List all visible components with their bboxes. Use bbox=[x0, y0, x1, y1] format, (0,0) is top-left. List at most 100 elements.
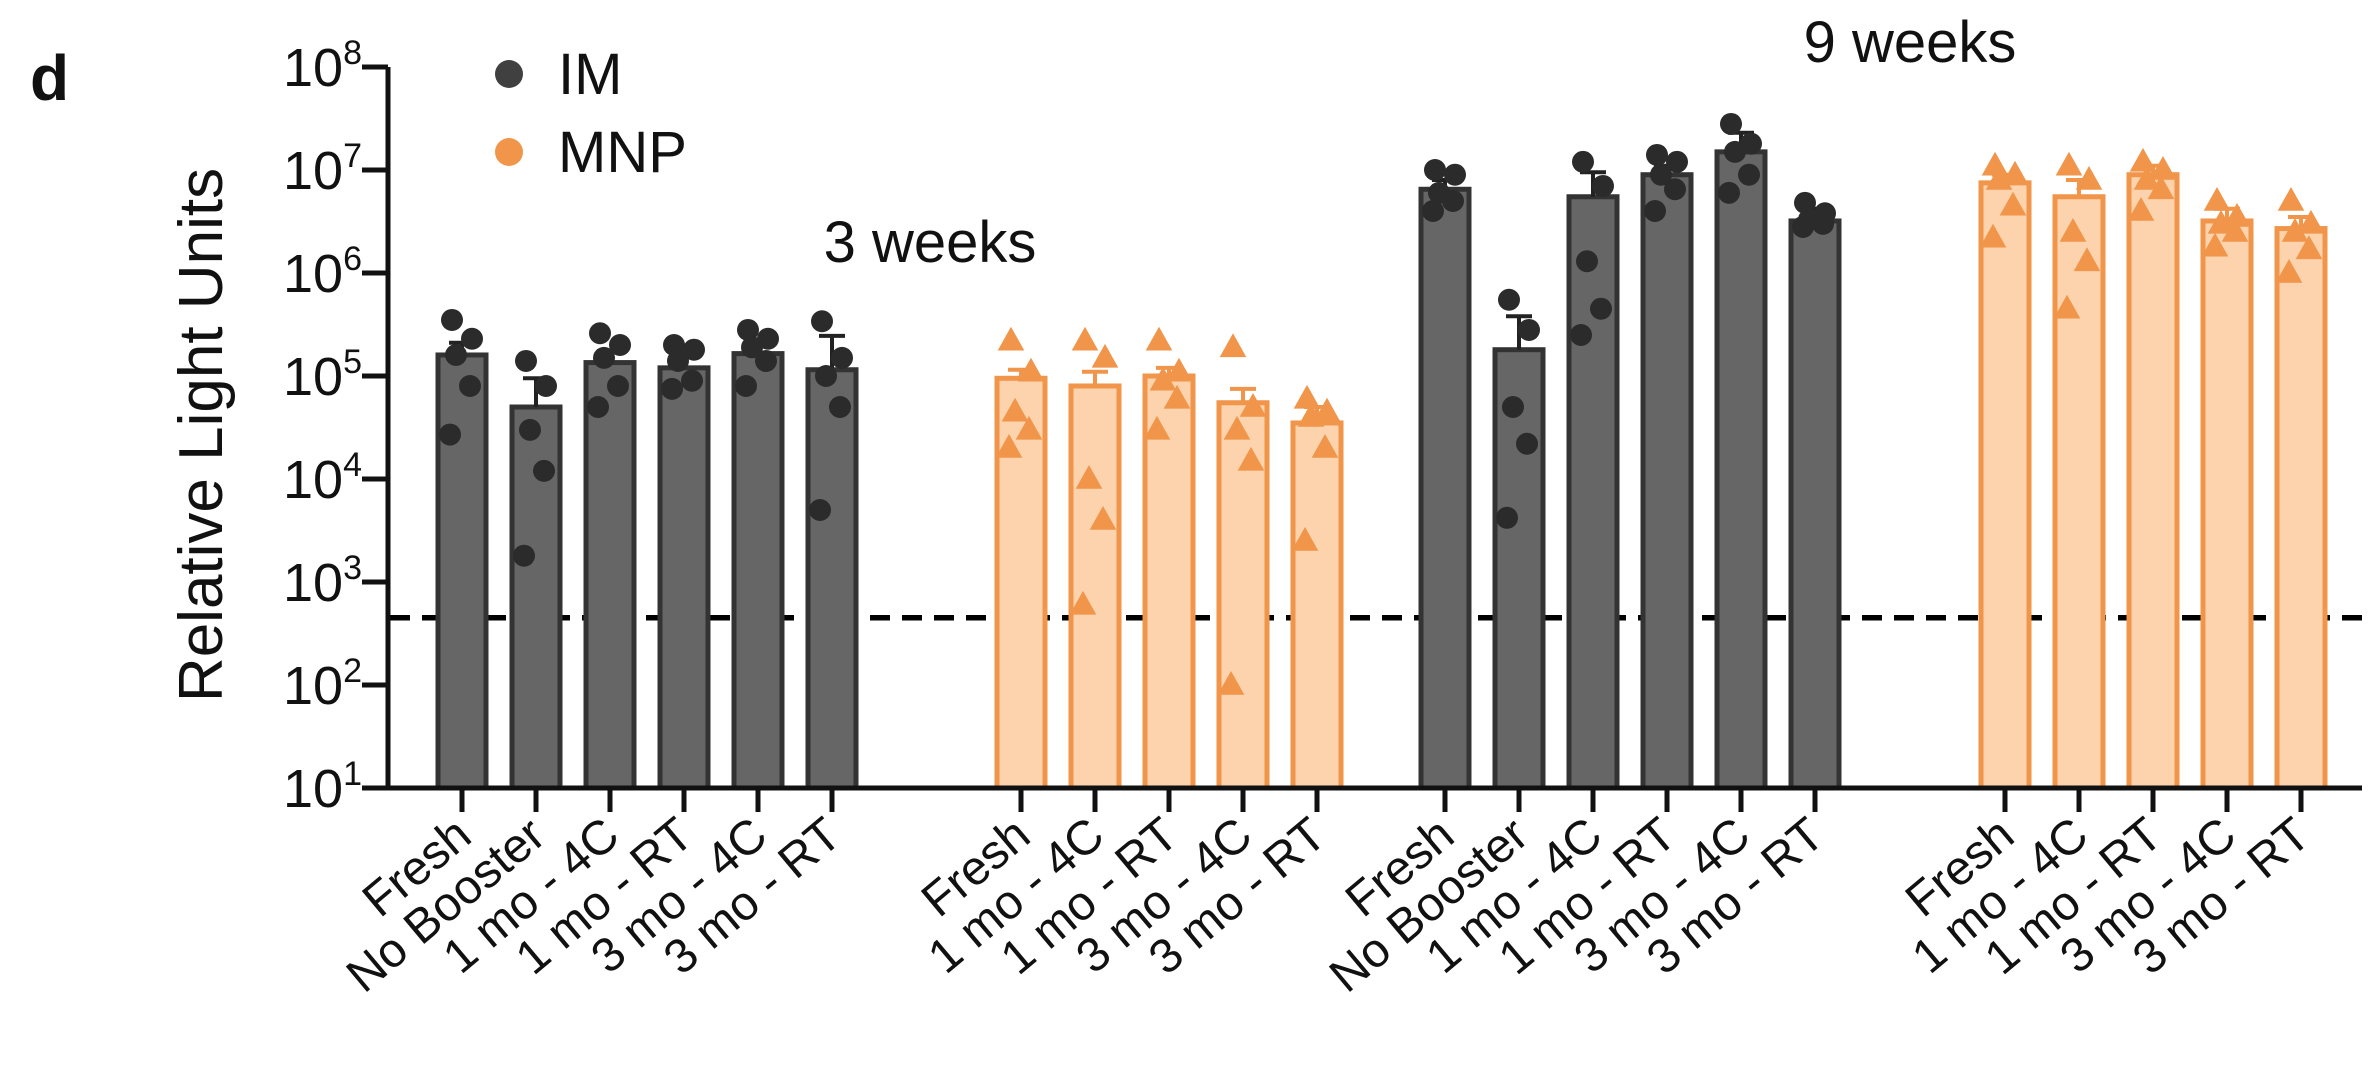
data-point bbox=[519, 418, 541, 441]
data-point bbox=[2223, 202, 2251, 227]
data-point bbox=[2297, 209, 2325, 234]
bar bbox=[2126, 172, 2180, 791]
data-point bbox=[1444, 163, 1466, 186]
y-tick-exponent: 4 bbox=[343, 446, 362, 484]
data-point bbox=[997, 326, 1025, 351]
data-point bbox=[1069, 590, 1097, 615]
y-axis-title: Relative Light Units bbox=[167, 168, 236, 702]
data-point bbox=[2221, 218, 2249, 242]
data-point bbox=[535, 374, 557, 397]
data-point bbox=[1644, 199, 1666, 222]
data-point bbox=[1217, 671, 1245, 695]
bar bbox=[1566, 194, 1620, 791]
data-point bbox=[1145, 326, 1173, 351]
legend-marker-mnp bbox=[495, 138, 523, 166]
legend-label-mnp: MNP bbox=[558, 120, 687, 185]
data-point bbox=[2073, 247, 2101, 272]
y-tick-label: 108 bbox=[283, 34, 362, 98]
points-layer bbox=[439, 112, 2325, 695]
data-point bbox=[1422, 199, 1444, 222]
data-point bbox=[1718, 181, 1740, 204]
data-point bbox=[461, 327, 483, 350]
data-point bbox=[2295, 235, 2323, 260]
y-tick-base: 10 bbox=[283, 141, 343, 201]
data-point bbox=[515, 349, 537, 372]
data-point bbox=[995, 433, 1023, 458]
data-point bbox=[2127, 196, 2155, 221]
data-point bbox=[1502, 396, 1524, 419]
data-point bbox=[1664, 178, 1686, 201]
bar bbox=[1418, 186, 1472, 791]
data-point bbox=[683, 338, 705, 361]
data-point bbox=[1091, 343, 1119, 368]
y-tick-base: 10 bbox=[283, 656, 343, 716]
group-label-3-weeks: 3 weeks bbox=[824, 210, 1037, 275]
y-tick-base: 10 bbox=[283, 244, 343, 304]
data-point bbox=[815, 365, 837, 387]
data-point bbox=[811, 310, 833, 333]
data-point bbox=[1720, 112, 1742, 135]
data-point bbox=[607, 374, 629, 397]
bar bbox=[2274, 226, 2328, 791]
data-point bbox=[2275, 259, 2303, 283]
bar bbox=[805, 367, 859, 791]
data-point bbox=[2281, 218, 2309, 242]
data-point bbox=[441, 308, 463, 331]
data-point bbox=[459, 374, 481, 397]
y-tick-label: 102 bbox=[283, 652, 362, 716]
data-point bbox=[2001, 160, 2029, 185]
bar bbox=[435, 352, 489, 791]
panel-label: d bbox=[30, 42, 69, 114]
y-tick-label: 105 bbox=[283, 343, 362, 407]
data-point bbox=[1576, 250, 1598, 273]
y-tick-exponent: 7 bbox=[343, 137, 362, 175]
data-point bbox=[667, 349, 689, 372]
y-tick-exponent: 6 bbox=[343, 240, 362, 278]
bar bbox=[1290, 420, 1344, 791]
y-tick-exponent: 3 bbox=[343, 549, 362, 587]
data-point bbox=[2203, 187, 2231, 211]
legend-label-im: IM bbox=[558, 42, 622, 107]
data-point bbox=[2059, 218, 2087, 242]
bar bbox=[994, 375, 1048, 791]
data-point bbox=[2129, 147, 2157, 172]
data-point bbox=[681, 369, 703, 392]
data-point bbox=[1089, 505, 1117, 530]
y-tick-base: 10 bbox=[283, 38, 343, 98]
data-point bbox=[1293, 384, 1321, 409]
data-point bbox=[1143, 415, 1171, 440]
bar bbox=[1714, 149, 1768, 791]
data-point bbox=[1496, 506, 1518, 529]
data-point bbox=[589, 322, 611, 345]
data-point bbox=[1666, 150, 1688, 173]
data-point bbox=[1498, 288, 1520, 311]
axes-layer bbox=[385, 67, 2362, 791]
data-point bbox=[1981, 151, 2009, 176]
data-point bbox=[1149, 366, 1177, 391]
data-point bbox=[1311, 433, 1339, 458]
data-point bbox=[1794, 191, 1816, 214]
data-point bbox=[1424, 159, 1446, 181]
data-point bbox=[1001, 397, 1029, 422]
legend-marker-im bbox=[495, 60, 523, 88]
y-tick-exponent: 1 bbox=[343, 755, 362, 793]
y-tick-label: 101 bbox=[283, 755, 362, 819]
data-point bbox=[1570, 324, 1592, 347]
bar bbox=[1640, 172, 1694, 791]
data-point bbox=[2207, 209, 2235, 234]
y-tick-exponent: 5 bbox=[343, 343, 362, 381]
bar bbox=[1788, 218, 1842, 791]
data-point bbox=[1219, 333, 1247, 358]
y-tick-exponent: 2 bbox=[343, 652, 362, 690]
data-point bbox=[1812, 212, 1834, 235]
group-label-9-weeks: 9 weeks bbox=[1804, 10, 2017, 75]
data-point bbox=[1572, 150, 1594, 173]
data-point bbox=[1163, 384, 1191, 409]
data-point bbox=[1999, 191, 2027, 216]
data-point bbox=[829, 396, 851, 419]
data-point bbox=[1223, 415, 1251, 440]
bar bbox=[1216, 400, 1270, 791]
bars-layer bbox=[435, 130, 2328, 791]
